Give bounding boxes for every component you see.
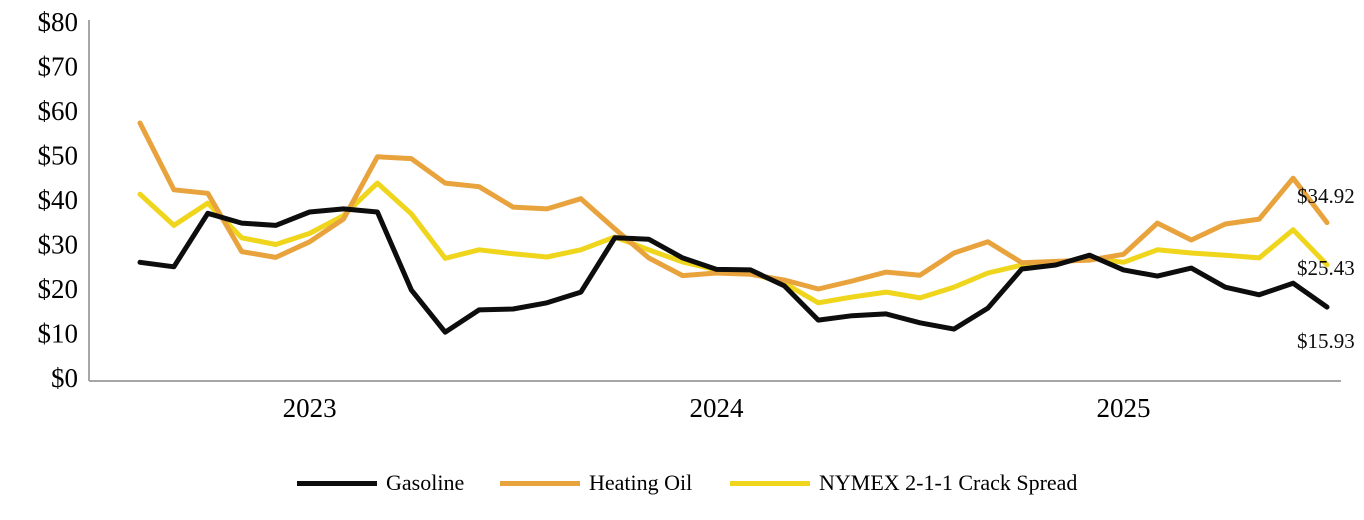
y-axis-label: $0 xyxy=(51,363,78,393)
x-axis-label: 2024 xyxy=(690,393,745,423)
y-axis-label: $80 xyxy=(38,7,79,37)
x-axis-label: 2023 xyxy=(283,393,337,423)
end-value-label: $25.43 xyxy=(1297,256,1355,280)
y-axis-label: $60 xyxy=(38,96,79,126)
legend-label-nymex-crack-spread: NYMEX 2-1-1 Crack Spread xyxy=(819,470,1078,495)
end-value-label: $15.93 xyxy=(1297,329,1355,353)
y-axis-label: $40 xyxy=(38,185,79,215)
series-line-nymex-2-1-1-crack-spread xyxy=(137,180,1330,306)
legend-label-heating-oil: Heating Oil xyxy=(589,470,693,495)
legend-swatch-heating-oil xyxy=(500,480,580,486)
legend-item-gasoline: Gasoline xyxy=(297,470,465,495)
legend-item-heating-oil: Heating Oil xyxy=(500,470,693,495)
end-value-label: $34.92 xyxy=(1297,184,1355,208)
y-axis-label: $30 xyxy=(38,230,79,260)
legend-swatch-nymex-crack-spread xyxy=(730,480,810,486)
y-axis-label: $70 xyxy=(38,52,79,82)
y-axis-label: $20 xyxy=(38,274,79,304)
legend-label-gasoline: Gasoline xyxy=(386,470,465,495)
legend-swatch-gasoline xyxy=(297,480,377,486)
y-axis-label: $10 xyxy=(38,319,79,349)
y-axis-label: $50 xyxy=(38,141,79,171)
x-axis-label: 2025 xyxy=(1097,393,1151,423)
series-line-heating-oil xyxy=(137,120,1330,292)
series-line-gasoline xyxy=(137,206,1330,335)
legend-item-nymex-crack-spread: NYMEX 2-1-1 Crack Spread xyxy=(730,470,1078,495)
